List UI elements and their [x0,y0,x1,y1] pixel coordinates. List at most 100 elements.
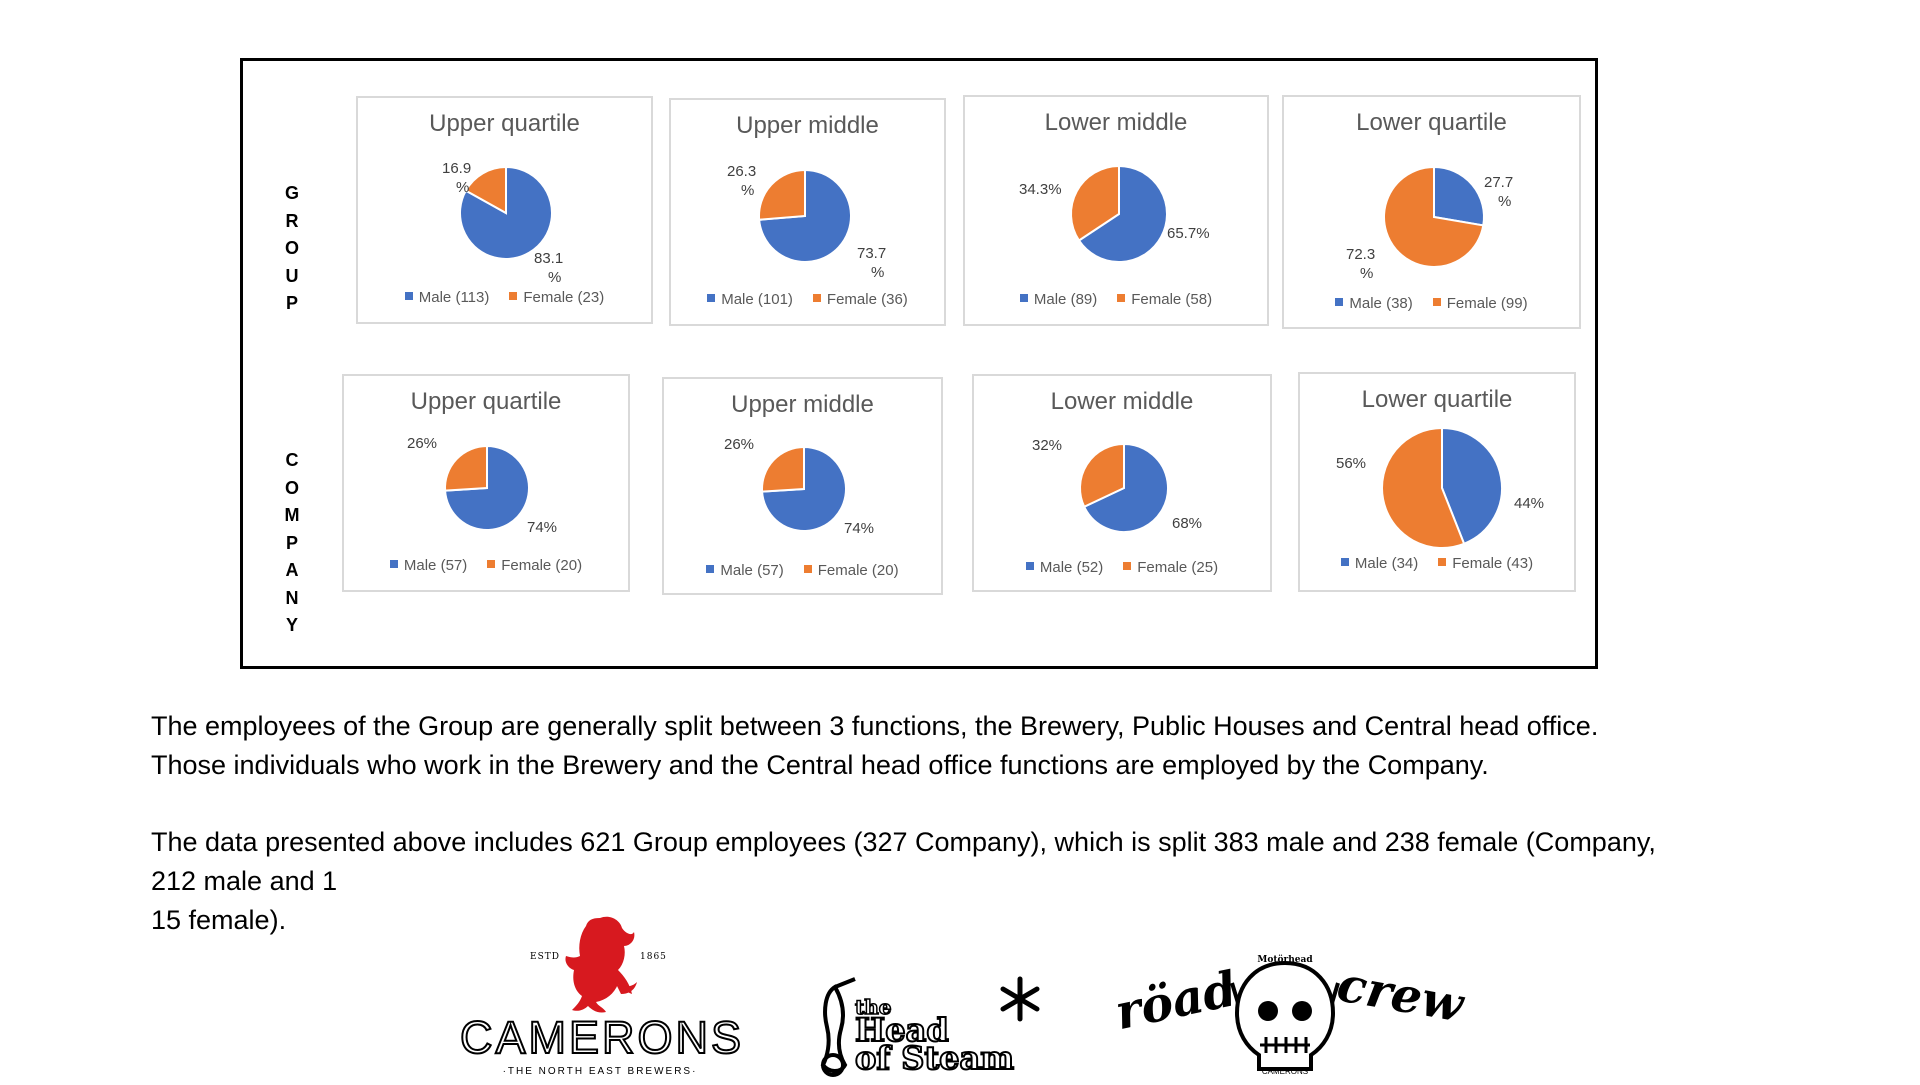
legend-entry: Female (43) [1438,555,1533,572]
legend-swatch [803,565,812,574]
pie-chart: Lower middle 68% 32% Male (52) Female (25) [972,374,1272,592]
legend-label: Male (34) [1354,555,1419,572]
pie-slice-female [1070,164,1120,242]
chart-legend: Male (34) Female (43) [1300,555,1574,572]
pie-data-label: 27.7% [1484,174,1513,210]
legend-label: Male (52) [1039,559,1104,576]
paragraph-line: 15 female). [151,905,287,935]
pie-slice-male [1433,165,1485,227]
legend-entry: Female (23) [509,289,604,306]
legend-swatch [1340,558,1349,567]
pie-chart: Lower quartile 44% 56% Male (34) Female (43) [1298,372,1576,592]
chart-legend: Male (101) Female (36) [671,291,944,308]
warpig-skull-icon [1230,960,1340,1071]
pie-chart: Upper middle 73.7% 26.3% Male (101) Female (… [669,98,946,326]
pie-slice-female [1383,165,1485,268]
road-crew-right: crew [1333,956,1468,1034]
chart-title: Upper middle [736,112,879,139]
legend-entry: Female (20) [803,562,899,579]
legend-label: Male (113) [418,289,490,306]
head-of-steam-line1: the [854,994,892,1020]
pie-svg: 44% 56% [1336,426,1544,549]
pie-data-label: 44% [1514,495,1544,512]
road-crew-badge-bottom: CAMERONS [1261,1067,1309,1076]
camerons-tagline: ·THE NORTH EAST BREWERS· [502,1066,698,1077]
paragraph-line: The data presented above includes 621 Gr… [151,827,1656,857]
pie-data-label: 26% [724,436,754,453]
chart-legend: Male (52) Female (25) [974,559,1270,576]
paragraph-line: The employees of the Group are generally… [151,711,1599,741]
body-text: The employees of the Group are generally… [151,707,1811,940]
pie-data-label: 72.3% [1346,246,1375,282]
legend-swatch [1025,562,1034,571]
chart-title: Lower quartile [1356,109,1507,136]
pie-chart: Upper quartile 83.1% 16.9% Male (113) Female… [356,96,653,324]
pie-chart: Lower quartile 27.7% 72.3% Male (38) Female … [1282,95,1581,329]
trumpet-icon [820,977,856,1077]
pie-svg: 27.7 % 72.3% [1346,165,1513,282]
legend-swatch [389,560,398,569]
pie-chart: Lower middle 65.7% 34.3% Male (89) Female (5… [963,95,1269,326]
legend-label: Male (101) [721,291,793,308]
road-crew-badge: Motörhead [1257,955,1313,965]
legend-entry: Female (20) [487,557,582,574]
legend-entry: Female (58) [1117,291,1212,308]
legend-swatch [707,294,716,303]
row-label-letter: O [284,477,299,498]
pie-data-label: 74% [527,519,557,536]
red-lion-icon [565,916,637,1013]
chart-legend: Male (57) Female (20) [344,557,628,574]
head-of-steam-line2: Head [854,1010,950,1050]
row-label-letter: P [285,532,298,553]
pie-slice-female [758,168,806,221]
legend-label: Female (23) [523,289,605,306]
head-of-steam-line3: of Steam [854,1038,1015,1078]
legend-label: Male (57) [403,557,468,574]
pie-slice-male [1082,442,1169,533]
chart-title: Lower middle [1044,109,1188,136]
pie-data-label: 26% [407,435,437,452]
pie-data-label: 56% [1336,455,1366,472]
legend-entry: Male (113) [404,289,490,306]
legend-label: Female (36) [826,291,908,308]
pie-data-label: 16.9% [442,160,471,196]
pie-data-label: 83.1% [534,250,563,286]
legend-entry: Female (99) [1432,295,1528,312]
pie-chart: Upper middle 74% 26% Male (57) Female (20) [662,377,943,595]
pie-data-label: 65.7% [1167,225,1210,242]
legend-entry: Female (25) [1123,559,1218,576]
legend-label: Female (99) [1446,295,1528,312]
camerons-year: 1865 [640,952,667,962]
row-label-letter: R [285,210,299,231]
head-of-steam-logo: the Head of Steam [805,975,1065,1080]
pie-svg: 83.1 % 16.9% [442,160,563,286]
chart-legend: Male (38) Female (99) [1284,295,1579,312]
asterisk-icon [1000,976,1040,1022]
pie-slice-female [1381,426,1466,549]
row-label-letter: U [285,265,299,286]
road-crew-left: röad [1110,960,1242,1042]
legend-entry: Male (57) [706,562,784,579]
legend-entry: Male (101) [707,291,793,308]
chart-title: Lower middle [1050,388,1194,415]
legend-swatch [1019,294,1028,303]
camerons-wordmark: CAMERONS [459,1011,745,1064]
legend-entry: Male (34) [1340,555,1419,572]
pie-svg: 74% 26% [407,435,557,536]
pie-data-label: 34.3% [1019,181,1062,198]
chart-title: Upper quartile [429,110,580,137]
paragraph-line: 212 male and 1 [151,866,338,896]
legend-label: Female (25) [1137,559,1219,576]
legend-swatch [1117,294,1126,303]
legend-swatch [1335,298,1344,307]
row-label-letter: A [285,560,299,580]
legend-entry: Male (89) [1019,291,1097,308]
legend-swatch [509,292,518,301]
pie-svg: 68% 32% [1032,437,1202,533]
row-label-letter: C [285,450,299,470]
pie-data-label: 26.3% [727,163,756,199]
pie-slice-female [761,445,805,493]
legend-label: Female (20) [501,557,583,574]
legend-swatch [812,294,821,303]
